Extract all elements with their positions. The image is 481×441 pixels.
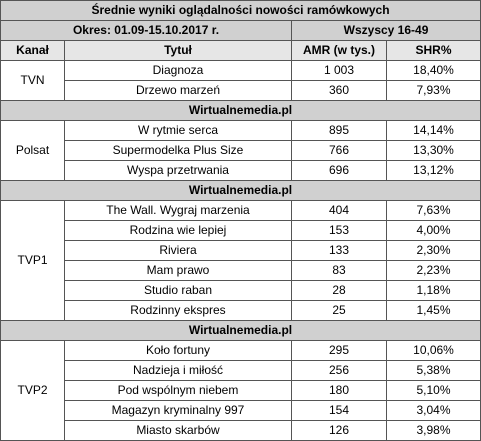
period-label: Okres: 01.09-15.10.2017 r.	[0, 20, 292, 41]
amr-cell: 1 003	[291, 60, 387, 81]
separator-row: Wirtualnemedia.pl	[0, 100, 481, 121]
program-title-cell: Diagnoza	[64, 60, 292, 81]
shr-cell: 1,18%	[385, 280, 481, 301]
source-watermark-label: Wirtualnemedia.pl	[0, 320, 481, 341]
source-watermark-label: Wirtualnemedia.pl	[0, 100, 481, 121]
amr-cell: 154	[291, 400, 387, 421]
program-title-cell: Koło fortuny	[64, 340, 292, 361]
program-title-cell: Wyspa przetrwania	[64, 160, 292, 181]
table-row: Magazyn kryminalny 997 154 3,04%	[1, 400, 481, 421]
shr-cell: 3,98%	[385, 420, 481, 441]
amr-cell: 295	[291, 340, 387, 361]
table-row: Rodzina wie lepiej 153 4,00%	[1, 220, 481, 241]
amr-cell: 133	[291, 240, 387, 261]
program-title-cell: The Wall. Wygraj marzenia	[64, 200, 292, 221]
source-watermark-label: Wirtualnemedia.pl	[0, 180, 481, 201]
shr-cell: 7,63%	[385, 200, 481, 221]
amr-cell: 180	[291, 380, 387, 401]
amr-cell: 153	[291, 220, 387, 241]
table-row: Riviera 133 2,30%	[1, 240, 481, 261]
shr-cell: 13,30%	[385, 140, 481, 161]
table-row: Rodzinny ekspres 25 1,45%	[1, 300, 481, 321]
amr-cell: 696	[291, 160, 387, 181]
shr-cell: 13,12%	[385, 160, 481, 181]
table-row: Miasto skarbów 126 3,98%	[1, 420, 481, 441]
channel-cell: TVN	[0, 60, 65, 101]
table-row: TVP1 The Wall. Wygraj marzenia 404 7,63%	[0, 200, 481, 321]
shr-cell: 5,38%	[385, 360, 481, 381]
shr-cell: 2,23%	[385, 260, 481, 281]
amr-cell: 83	[291, 260, 387, 281]
column-header-amr: AMR (w tys.)	[291, 40, 387, 61]
amr-cell: 404	[291, 200, 387, 221]
column-header-title: Tytuł	[64, 40, 292, 61]
shr-cell: 1,45%	[385, 300, 481, 321]
program-title-cell: Pod wspólnym niebem	[64, 380, 292, 401]
shr-cell: 10,06%	[385, 340, 481, 361]
program-title-cell: Rodzina wie lepiej	[64, 220, 292, 241]
table-row: Supermodelka Plus Size 766 13,30%	[1, 140, 481, 161]
program-title-cell: W rytmie serca	[64, 120, 292, 141]
amr-cell: 126	[291, 420, 387, 441]
table-row: Mam prawo 83 2,23%	[1, 260, 481, 281]
channel-cell: TVP1	[0, 200, 65, 321]
program-title-cell: Magazyn kryminalny 997	[64, 400, 292, 421]
audience-label: Wszyscy 16-49	[290, 20, 481, 41]
amr-cell: 28	[291, 280, 387, 301]
table-row: TVP2 Koło fortuny 295 10,06%	[0, 340, 481, 441]
column-header-shr: SHR%	[385, 40, 481, 61]
shr-cell: 14,14%	[385, 120, 481, 141]
shr-cell: 2,30%	[385, 240, 481, 261]
separator-row: Wirtualnemedia.pl	[0, 180, 481, 201]
table-row: Polsat W rytmie serca 895 14,14%	[0, 120, 481, 181]
program-title-cell: Nadzieja i miłość	[64, 360, 292, 381]
shr-cell: 3,04%	[385, 400, 481, 421]
table-row: TVN Diagnoza 1 003 18,40%	[0, 60, 481, 101]
amr-cell: 256	[291, 360, 387, 381]
program-title-cell: Rodzinny ekspres	[64, 300, 292, 321]
amr-cell: 360	[291, 80, 387, 101]
shr-cell: 5,10%	[385, 380, 481, 401]
shr-cell: 4,00%	[385, 220, 481, 241]
program-title-cell: Riviera	[64, 240, 292, 261]
program-title-cell: Miasto skarbów	[64, 420, 292, 441]
column-header-channel: Kanał	[0, 40, 65, 61]
shr-cell: 7,93%	[385, 80, 481, 101]
table-row: Nadzieja i miłość 256 5,38%	[1, 360, 481, 381]
channel-cell: Polsat	[0, 120, 65, 181]
program-title-cell: Drzewo marzeń	[64, 80, 292, 101]
table-row: Wyspa przetrwania 696 13,12%	[1, 160, 481, 181]
table-row: Studio raban 28 1,18%	[1, 280, 481, 301]
amr-cell: 766	[291, 140, 387, 161]
program-title-cell: Studio raban	[64, 280, 292, 301]
program-title-cell: Supermodelka Plus Size	[64, 140, 292, 161]
program-title-cell: Mam prawo	[64, 260, 292, 281]
table-title: Średnie wyniki oglądalności nowości ramó…	[0, 0, 481, 21]
separator-row: Wirtualnemedia.pl	[0, 320, 481, 341]
channel-cell: TVP2	[0, 340, 65, 441]
table-row: Pod wspólnym niebem 180 5,10%	[1, 380, 481, 401]
table-row: Drzewo marzeń 360 7,93%	[1, 80, 481, 101]
amr-cell: 895	[291, 120, 387, 141]
amr-cell: 25	[291, 300, 387, 321]
shr-cell: 18,40%	[385, 60, 481, 81]
